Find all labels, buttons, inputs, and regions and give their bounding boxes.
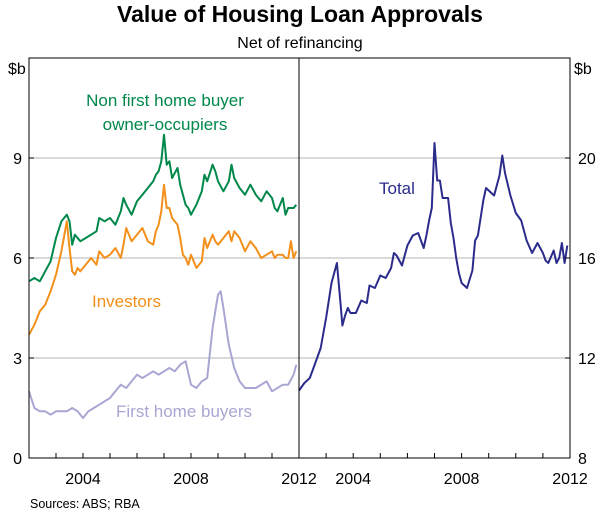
left-y-tick-label: 0 — [13, 451, 22, 468]
annotation-non-first-home-buyer: Non first home buyer — [86, 91, 244, 110]
annotation-owner-occupiers: owner-occupiers — [103, 115, 228, 134]
right-y-tick-label: 8 — [578, 451, 587, 468]
x-tick-label: 2012 — [281, 471, 317, 488]
axis-ticks: 0 3 6 9 2004 2008 2012 8 12 16 20 2004 2008 2012 — [13, 151, 596, 488]
right-unit-label: $b — [574, 61, 592, 78]
x-tick-label: 2008 — [444, 471, 480, 488]
left-y-tick-label: 3 — [13, 351, 22, 368]
x-tick-label: 2004 — [65, 471, 101, 488]
annotation-first-home-buyers: First home buyers — [116, 402, 252, 421]
series-lines — [28, 133, 569, 419]
annotation-investors: Investors — [92, 292, 161, 311]
x-tick-label: 2008 — [173, 471, 209, 488]
series-line-total — [298, 142, 569, 392]
series-line-non-first-home-buyer-owner-occupiers — [28, 133, 298, 283]
right-y-tick-label: 20 — [578, 151, 596, 168]
source-note: Sources: ABS; RBA — [30, 497, 140, 511]
left-y-tick-label: 9 — [13, 151, 22, 168]
right-y-tick-label: 16 — [578, 251, 596, 268]
x-tick-label: 2004 — [335, 471, 371, 488]
x-tick-label: 2012 — [552, 471, 588, 488]
series-line-investors — [28, 183, 298, 336]
series-line-first-home-buyers — [28, 290, 298, 419]
chart-title: Value of Housing Loan Approvals — [117, 1, 483, 27]
annotation-total: Total — [379, 179, 415, 198]
right-y-tick-label: 12 — [578, 351, 596, 368]
left-y-tick-label: 6 — [13, 251, 22, 268]
left-unit-label: $b — [8, 61, 26, 78]
chart-subtitle: Net of refinancing — [237, 35, 362, 52]
